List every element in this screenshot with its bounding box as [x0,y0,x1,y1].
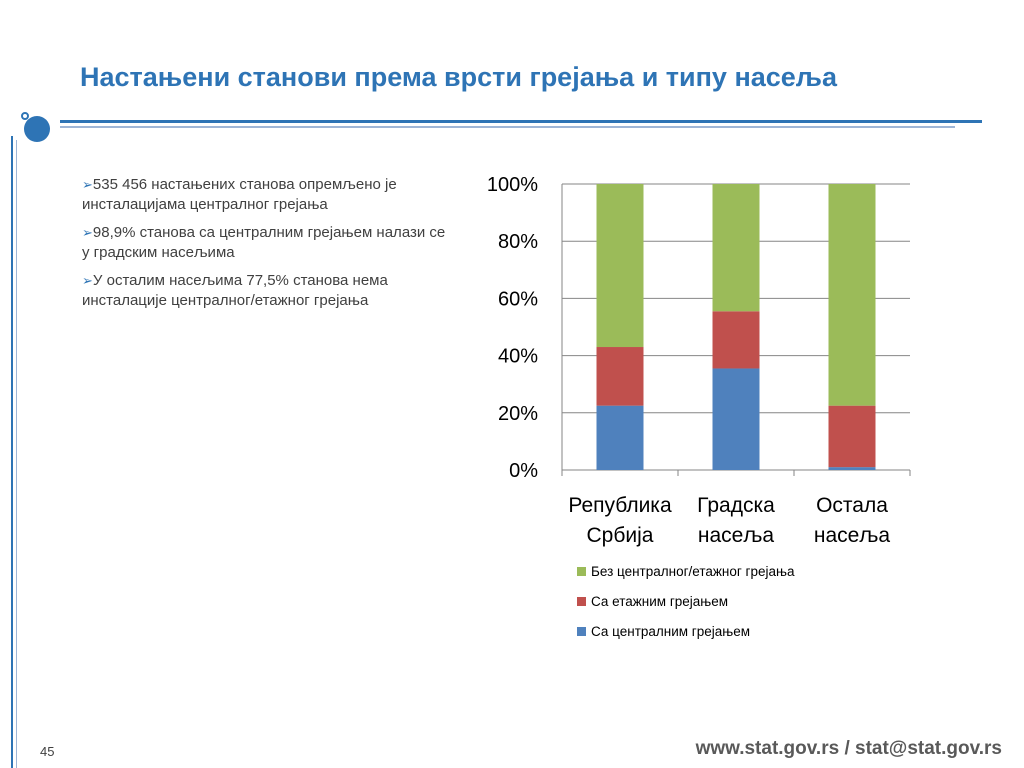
x-category-label: Градска [697,494,775,517]
stacked-bar-chart: 0% 20% 40% 60% 80% 100% Република Србија Градска… [487,174,911,639]
bullet-item: ➢535 456 настањених станова опремљено је… [82,175,454,215]
bar-segment [596,405,644,470]
bullet-text: 98,9% станова са централним грејањем нал… [82,224,446,261]
title-underline [60,120,982,123]
bar-segment [828,405,876,468]
y-tick-label: 100% [487,174,538,196]
title-underline-secondary [60,126,955,128]
x-category-label: насеља [814,524,890,547]
logo-small-circle-icon [21,112,29,120]
left-border-line [11,136,13,768]
bullet-text: 535 456 настањених станова опремљено је … [82,176,397,213]
x-category-label: Остала [816,494,888,517]
arrow-bullet-icon: ➢ [82,225,93,240]
footer-contact: www.stat.gov.rs / stat@stat.gov.rs [695,738,1002,759]
x-category-label: Србија [587,524,654,547]
bar-segment [596,347,644,406]
bar-segment [828,184,876,406]
x-category-label: Република [568,494,672,517]
y-tick-label: 40% [498,346,538,368]
bar-segment [828,467,876,470]
page-number: 45 [40,744,55,759]
bar-segment [712,311,760,369]
legend-swatch [577,597,586,606]
arrow-bullet-icon: ➢ [82,273,93,288]
left-border-line-secondary [16,140,17,768]
logo-circle-icon [24,116,50,142]
bar-segment [596,184,644,348]
legend-swatch [577,627,586,636]
bullet-item: ➢98,9% станова са централним грејањем на… [82,223,454,263]
bullet-item: ➢У осталим насељима 77,5% станова нема и… [82,271,454,311]
y-tick-label: 20% [498,403,538,425]
legend-label: Са етажним грејањем [591,594,728,609]
bar-segment [712,184,760,312]
slide-title: Настањени станови према врсти грејања и … [80,62,837,92]
bullet-list: ➢535 456 настањених станова опремљено је… [82,175,454,319]
y-tick-label: 80% [498,231,538,253]
x-category-label: насеља [698,524,774,547]
y-tick-label: 0% [509,460,538,482]
legend-swatch [577,567,586,576]
bullet-text: У осталим насељима 77,5% станова нема ин… [82,272,388,309]
y-tick-label: 60% [498,288,538,310]
legend-label: Са централним грејањем [591,624,750,639]
arrow-bullet-icon: ➢ [82,177,93,192]
bar-segment [712,368,760,470]
legend-label: Без централног/етажног грејања [591,564,795,579]
